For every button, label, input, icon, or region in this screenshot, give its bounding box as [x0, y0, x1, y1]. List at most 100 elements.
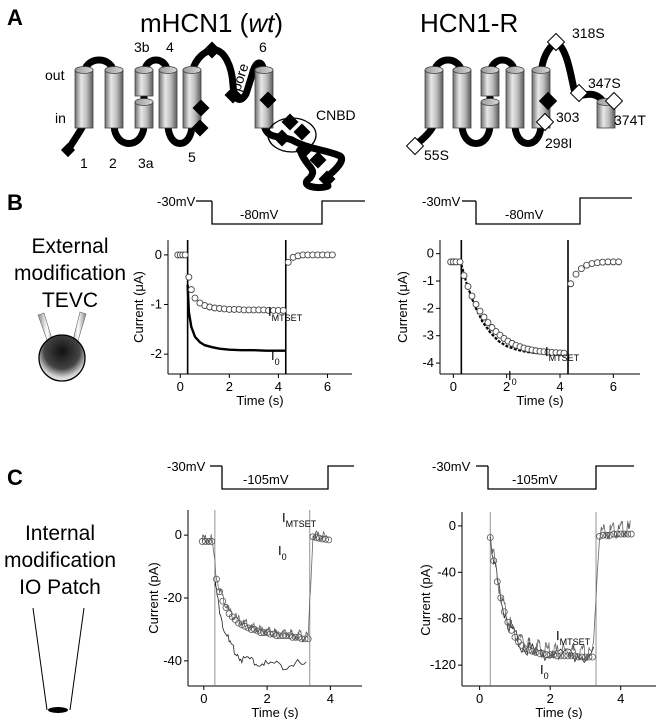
data-point	[525, 646, 533, 654]
data-point	[620, 530, 628, 538]
y-tick-label: -80	[437, 611, 456, 626]
data-point	[577, 265, 585, 273]
wt-helix-s3b	[134, 66, 154, 97]
chart-c-right: 0 2 4 0 -40 -80 -120 Time (s) Current (pA) IMTSET…	[418, 512, 656, 719]
data-point	[564, 652, 572, 660]
mut-helix-s1	[424, 66, 444, 129]
protocol-b-left: -30mV -80mV	[157, 194, 365, 225]
data-point	[497, 594, 505, 602]
chart-c-left: 0 2 4 0 -20 -40 Time (s) Current (pA) IMTSET I0	[146, 510, 362, 719]
data-point	[529, 647, 536, 655]
oocyte-two-electrode-icon	[37, 311, 87, 382]
data-point	[490, 557, 498, 565]
data-point	[266, 630, 274, 638]
x-tick-label: 4	[275, 379, 282, 394]
data-point	[560, 652, 568, 660]
data-point	[460, 272, 468, 280]
label-i-mtset: IMTSET	[268, 304, 303, 323]
label-i-mtset: IMTSET	[556, 628, 591, 647]
y-tick-label: -2	[422, 300, 434, 315]
data-point	[572, 270, 580, 278]
data-point	[208, 538, 216, 545]
y-tick-label: -1	[422, 273, 434, 288]
panel-letter-a: A	[7, 5, 23, 30]
label-i-mtset: IMTSET	[282, 510, 317, 529]
data-point	[543, 651, 551, 659]
data-point	[511, 633, 519, 641]
y-tick-label: 0	[155, 247, 162, 262]
wt-helix-s5	[182, 66, 202, 129]
label-s2: 2	[109, 155, 117, 171]
x-tick-label: 4	[327, 691, 334, 706]
data-point	[557, 652, 565, 660]
data-point	[610, 530, 618, 538]
x-tick-label: 4	[556, 379, 563, 394]
y-tick-label: -20	[163, 590, 182, 605]
protocol-c-right: -30mV -105mV	[432, 459, 634, 490]
x-axis-label: Time (s)	[535, 705, 582, 719]
wt-topology-diagram: mHCN1 (wt)	[45, 8, 356, 192]
data-point	[567, 280, 575, 288]
data-point	[219, 597, 227, 605]
label-s5: 5	[188, 149, 196, 165]
data-point	[464, 283, 472, 290]
mut-helix-s3a	[480, 98, 500, 129]
data-point	[187, 286, 195, 294]
y-axis-label: Current (pA)	[418, 564, 433, 636]
mut-helix-s4	[505, 66, 525, 129]
y-tick-label: -120	[430, 657, 456, 672]
x-tick-label: 6	[324, 379, 331, 394]
data-point	[553, 652, 561, 660]
data-point	[493, 578, 501, 585]
y-tick-label: 0	[175, 527, 182, 542]
site-347: 347S	[588, 75, 621, 91]
data-point	[599, 531, 607, 539]
label-i-0: I0	[540, 662, 549, 681]
data-point	[486, 534, 494, 541]
panel-b-side: External modification TEVC	[14, 235, 126, 382]
data-point	[615, 258, 623, 266]
y-tick-label: 0	[449, 518, 456, 533]
data-point	[254, 627, 262, 635]
data-point	[325, 536, 333, 544]
data-point	[312, 534, 320, 542]
y-tick-label: -40	[163, 653, 182, 668]
y-tick-label: -4	[422, 355, 434, 370]
data-point	[575, 653, 582, 661]
site-303: 303	[556, 109, 580, 125]
data-point	[539, 650, 547, 657]
panel-letter-c: C	[7, 465, 23, 490]
data-point	[507, 626, 515, 634]
x-tick-label: 4	[617, 691, 624, 706]
data-point	[476, 307, 484, 315]
data-point	[522, 645, 529, 653]
data-point	[518, 642, 526, 649]
y-axis-label: Current (pA)	[146, 562, 161, 634]
label-s3a: 3a	[138, 155, 154, 171]
data-point	[295, 633, 303, 641]
data-point	[260, 629, 268, 636]
data-point	[624, 530, 632, 538]
b-left-hold-label: -30mV	[157, 194, 196, 209]
data-point	[247, 626, 255, 633]
y-tick-label: -2	[150, 346, 162, 361]
data-point	[480, 313, 488, 321]
data-point	[617, 530, 625, 538]
x-tick-label: 2	[263, 691, 270, 706]
data-point	[282, 632, 290, 640]
data-point	[536, 650, 543, 657]
c-side-line-1: Internal	[25, 522, 95, 545]
b-right-hold-label: -30mV	[422, 194, 461, 209]
site-374: 374T	[614, 112, 646, 128]
data-point	[468, 292, 476, 300]
mut-title: HCN1-R	[420, 8, 518, 38]
data-point	[606, 531, 614, 539]
label-in: in	[55, 110, 66, 126]
label-i-0: I0	[508, 368, 517, 387]
data-point	[205, 538, 212, 545]
data-point	[238, 621, 246, 629]
trace-i0	[186, 284, 286, 352]
data-point	[472, 300, 480, 308]
mut-topology-diagram: HCN1-R	[405, 8, 646, 163]
data-point	[185, 273, 193, 281]
